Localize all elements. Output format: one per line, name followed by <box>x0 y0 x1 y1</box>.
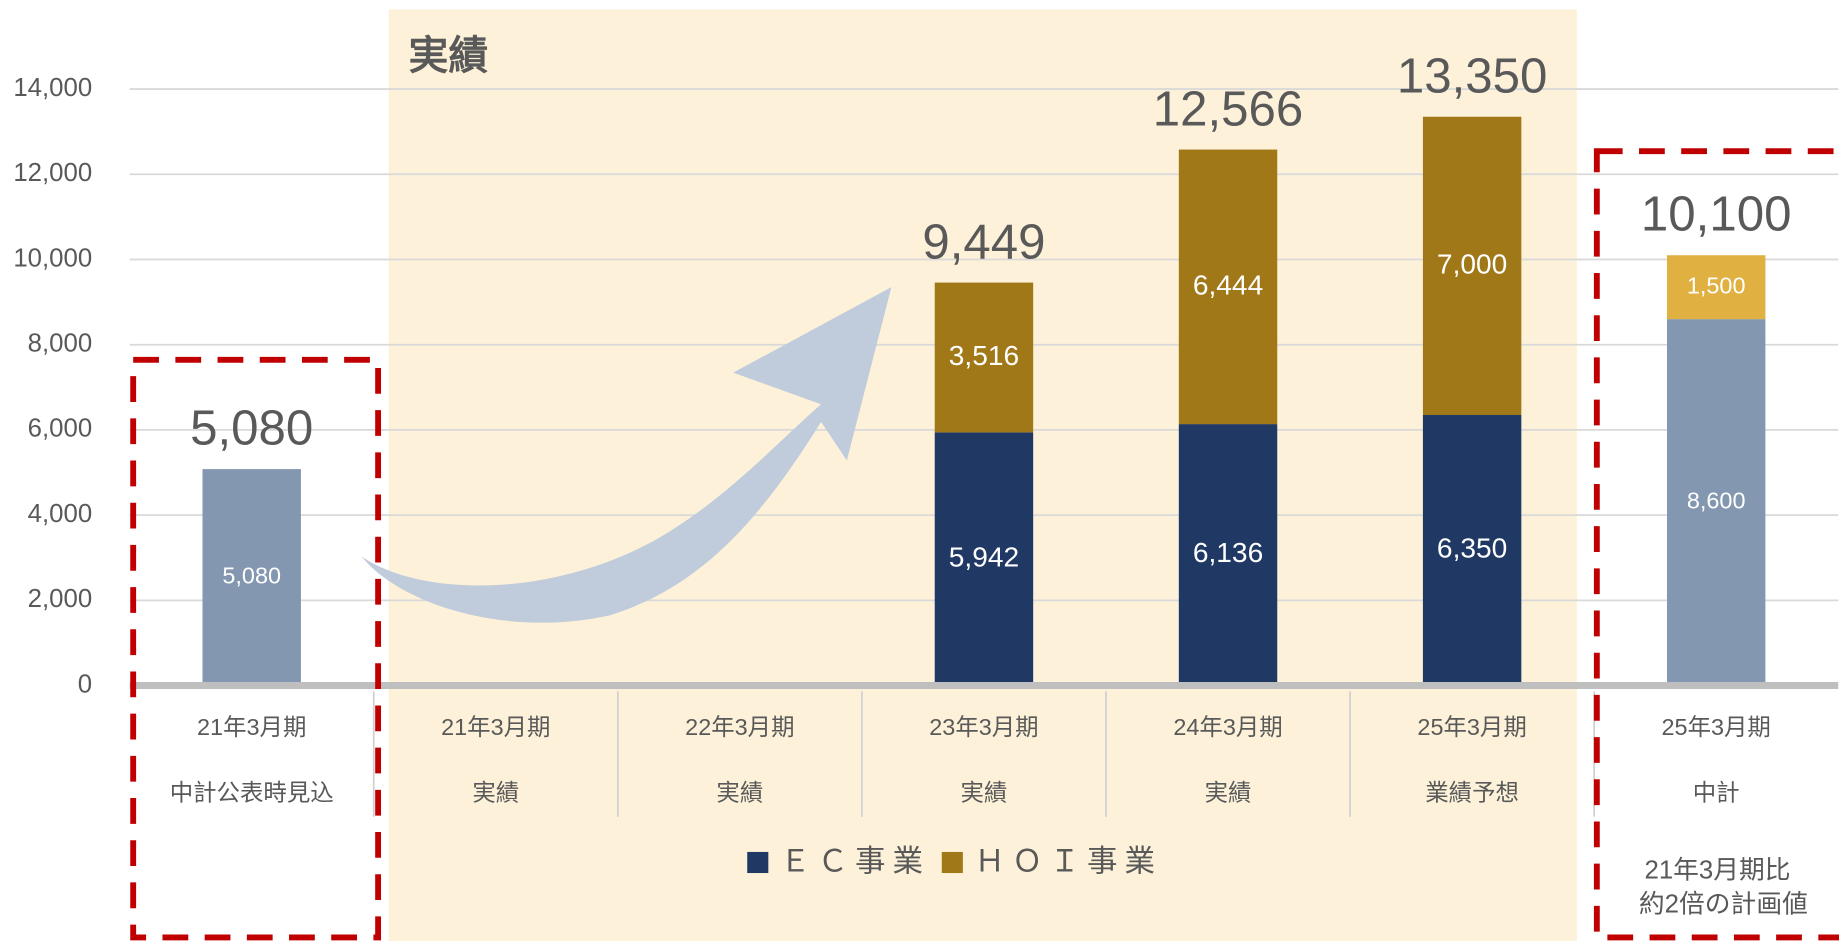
value-label: 1,500 <box>1687 272 1746 298</box>
total-label: 5,080 <box>190 401 313 456</box>
total-label: 10,100 <box>1641 187 1792 242</box>
total-label: 12,566 <box>1153 82 1304 137</box>
value-label: 8,600 <box>1687 488 1746 514</box>
note: 21年3月期比 <box>1645 856 1791 885</box>
x-tick-sublabel: 実績 <box>1205 780 1252 806</box>
value-label: 6,444 <box>1193 269 1263 300</box>
legend-label: ＨＯＩ事業 <box>975 845 1162 879</box>
y-tick-label: 4,000 <box>28 500 92 528</box>
x-tick-label: 21年3月期 <box>441 714 550 740</box>
legend-label: ＥＣ事業 <box>780 845 930 879</box>
y-tick-label: 10,000 <box>13 244 92 272</box>
x-tick-sublabel: 実績 <box>961 780 1008 806</box>
x-tick-sublabel: 実績 <box>716 780 763 806</box>
x-tick-sublabel: 業績予想 <box>1425 780 1519 806</box>
chart: 02,0004,0006,0008,00010,00012,00014,000 … <box>0 0 1839 941</box>
value-label: 5,942 <box>949 541 1019 572</box>
x-tick-sublabel: 実績 <box>472 780 519 806</box>
legend-swatch <box>747 852 768 873</box>
y-tick-label: 12,000 <box>13 159 92 187</box>
x-tick-sublabel: 中計公表時見込 <box>170 780 334 806</box>
y-tick-label: 14,000 <box>13 74 92 102</box>
x-tick-label: 25年3月期 <box>1417 714 1526 740</box>
value-label: 7,000 <box>1437 248 1507 279</box>
x-tick-label: 24年3月期 <box>1173 714 1282 740</box>
panel-title: 実績 <box>409 34 489 78</box>
total-label: 13,350 <box>1397 48 1548 103</box>
value-label: 3,516 <box>949 340 1019 371</box>
legend-swatch <box>942 852 963 873</box>
x-tick-label: 25年3月期 <box>1662 714 1771 740</box>
value-label: 6,136 <box>1193 537 1263 568</box>
page: 02,0004,0006,0008,00010,00012,00014,000 … <box>0 0 1839 941</box>
y-tick-label: 8,000 <box>28 330 92 358</box>
total-label: 9,449 <box>922 214 1045 269</box>
y-tick-label: 0 <box>78 670 92 698</box>
x-tick-label: 23年3月期 <box>929 714 1038 740</box>
x-tick-sublabel: 中計 <box>1693 780 1740 806</box>
x-tick-label: 22年3月期 <box>685 714 794 740</box>
x-tick-label: 21年3月期 <box>197 714 306 740</box>
y-tick-label: 2,000 <box>28 585 92 613</box>
value-label: 6,350 <box>1437 533 1507 564</box>
y-tick-label: 6,000 <box>28 415 92 443</box>
value-label: 5,080 <box>222 563 281 589</box>
note: 約2倍の計画値 <box>1639 890 1808 919</box>
